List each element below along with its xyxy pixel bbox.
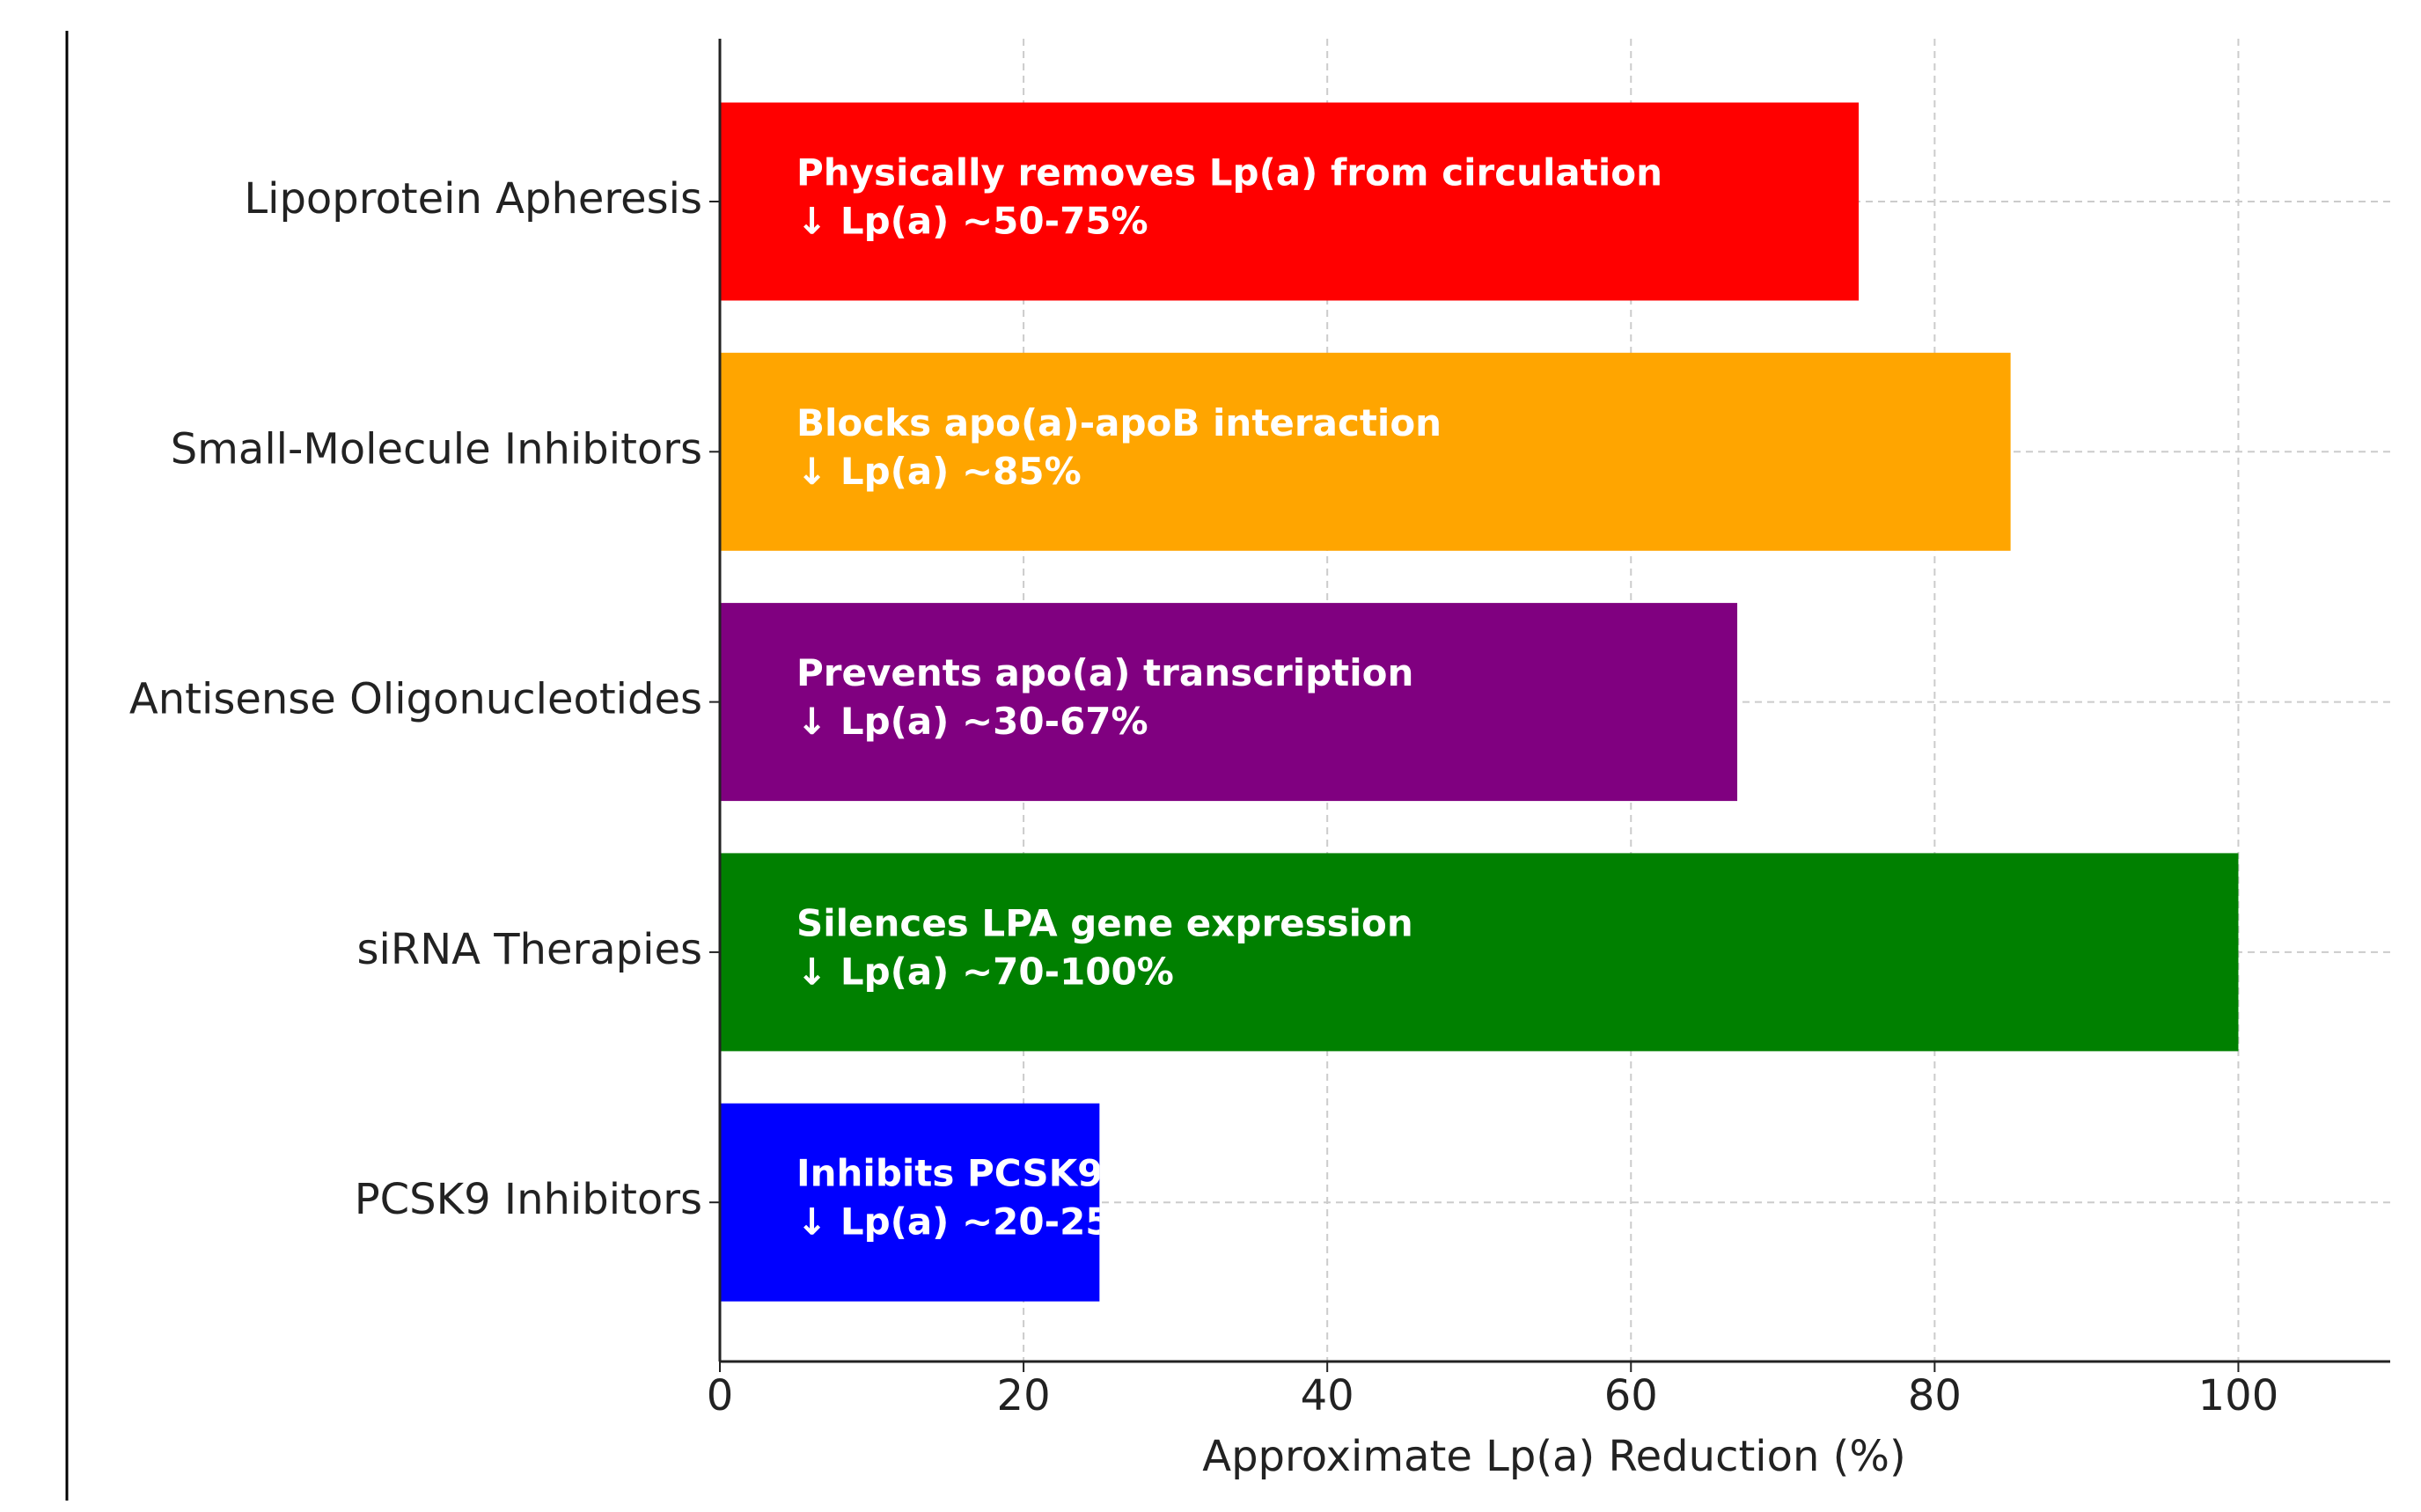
bar-annotation: Silences LPA gene expression: [796, 901, 1413, 944]
y-tick-label: siRNA Therapies: [357, 925, 702, 974]
x-tick-label: 80: [1908, 1371, 1962, 1420]
x-tick-label: 0: [707, 1371, 734, 1420]
bar: [720, 102, 1860, 301]
bar-annotation: ↓ Lp(a) ~50-75%: [796, 200, 1148, 243]
y-tick-label: Lipoprotein Apheresis: [244, 174, 702, 224]
bar: [720, 603, 1738, 802]
x-tick-label: 40: [1301, 1371, 1354, 1420]
x-tick-label: 20: [997, 1371, 1051, 1420]
x-tick-label: 100: [2198, 1371, 2279, 1420]
y-tick-label: PCSK9 Inhibitors: [355, 1175, 702, 1224]
bar-annotation: Blocks apo(a)-apoB interaction: [796, 401, 1442, 444]
bar-annotation: ↓ Lp(a) ~20-25%: [796, 1200, 1148, 1244]
bar-annotation: ↓ Lp(a) ~30-67%: [796, 700, 1148, 743]
bar: [720, 853, 2239, 1052]
x-tick-label: 60: [1604, 1371, 1658, 1420]
y-tick-label: Small-Molecule Inhibitors: [171, 424, 702, 473]
bar-annotation: ↓ Lp(a) ~70-100%: [796, 950, 1174, 993]
bar-annotation: Prevents apo(a) transcription: [796, 651, 1413, 694]
y-tick-label: Antisense Oligonucleotides: [129, 675, 702, 724]
bar: [720, 1103, 1100, 1302]
bar: [720, 352, 2011, 551]
bar-annotation: Physically removes Lp(a) from circulatio…: [796, 151, 1662, 195]
x-axis-label: Approximate Lp(a) Reduction (%): [1202, 1432, 1905, 1481]
bar-annotation: ↓ Lp(a) ~85%: [796, 450, 1082, 493]
bar-annotation: Inhibits PCSK9: [796, 1152, 1103, 1195]
